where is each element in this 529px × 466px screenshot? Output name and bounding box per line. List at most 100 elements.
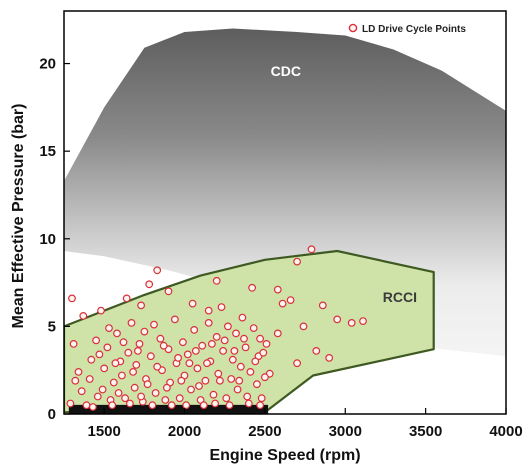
data-point <box>74 368 83 376</box>
data-point <box>178 338 187 347</box>
data-point <box>199 401 208 410</box>
data-point <box>146 352 155 361</box>
data-point <box>203 359 211 368</box>
data-point <box>156 334 165 343</box>
data-point <box>201 376 210 385</box>
data-point <box>109 378 118 387</box>
data-point <box>293 359 302 368</box>
data-point <box>359 317 367 326</box>
data-point <box>299 322 308 331</box>
data-point <box>262 340 271 348</box>
data-point <box>143 380 152 389</box>
data-point <box>148 401 157 410</box>
data-point <box>92 336 100 345</box>
x-tick-label: 2000 <box>168 423 201 440</box>
data-point <box>122 294 131 303</box>
data-point <box>175 394 184 403</box>
data-point <box>347 319 356 327</box>
x-axis-title: Engine Speed (rpm) <box>209 447 360 464</box>
data-point <box>69 340 78 348</box>
data-point <box>77 387 86 396</box>
data-point <box>133 347 142 355</box>
x-tick-label: 1500 <box>87 423 120 440</box>
regions-layer: CDC RCCI <box>64 28 506 414</box>
data-point <box>241 343 250 352</box>
dense-point-band <box>68 404 269 414</box>
data-point <box>244 399 253 408</box>
rcci-region-label: RCCI <box>383 289 417 305</box>
data-point <box>103 343 112 352</box>
data-point <box>114 389 123 397</box>
data-point <box>108 401 117 410</box>
data-point <box>68 294 76 303</box>
data-point <box>140 327 149 336</box>
data-point <box>219 347 228 355</box>
data-point <box>97 306 105 315</box>
data-point <box>217 303 226 312</box>
data-point <box>243 392 252 401</box>
data-point <box>204 306 213 315</box>
data-point <box>318 301 327 310</box>
data-point <box>100 364 109 373</box>
data-point <box>174 354 183 362</box>
data-point <box>177 376 186 385</box>
data-point <box>88 403 97 411</box>
data-point <box>223 322 232 331</box>
y-axis: 0 5 10 15 20 <box>39 56 70 423</box>
data-point <box>187 385 195 394</box>
data-point <box>212 333 221 341</box>
data-point <box>273 329 282 338</box>
data-point <box>188 299 197 308</box>
data-point <box>259 348 268 357</box>
x-tick-label: 3000 <box>329 423 362 440</box>
data-point <box>207 340 216 348</box>
legend: LD Drive Cycle Points <box>348 23 466 35</box>
x-tick-label: 3500 <box>409 423 442 440</box>
data-point <box>93 392 102 401</box>
data-point <box>121 394 129 403</box>
data-point <box>185 359 194 368</box>
data-point <box>113 329 121 338</box>
data-point <box>256 401 265 410</box>
data-point <box>85 375 94 383</box>
data-point <box>129 368 138 376</box>
data-point <box>183 350 192 359</box>
data-point <box>225 401 234 410</box>
data-point <box>238 313 247 322</box>
data-point <box>235 376 244 385</box>
data-point <box>236 362 245 371</box>
legend-marker <box>348 23 358 33</box>
data-point <box>66 399 75 408</box>
data-point <box>252 380 261 389</box>
data-point <box>111 359 120 368</box>
y-tick-label: 0 <box>48 406 56 423</box>
data-point <box>135 340 144 348</box>
data-point <box>151 389 160 397</box>
data-point <box>222 394 231 403</box>
data-point <box>79 312 88 320</box>
data-point <box>251 357 260 366</box>
data-point <box>137 392 146 401</box>
data-point <box>307 245 316 254</box>
plot-frame <box>63 10 507 415</box>
x-tick-label: 2500 <box>248 423 281 440</box>
data-point <box>127 319 136 327</box>
data-point <box>190 326 199 334</box>
data-point <box>249 324 258 333</box>
data-point <box>162 383 171 392</box>
data-point <box>95 350 104 359</box>
data-point <box>212 276 221 285</box>
data-point <box>153 362 162 371</box>
data-point <box>312 347 321 355</box>
data-point <box>248 283 257 292</box>
data-point <box>211 399 220 408</box>
data-point <box>167 401 176 410</box>
data-point <box>198 341 207 350</box>
data-point <box>170 315 179 324</box>
data-point <box>256 334 265 343</box>
data-point <box>246 368 255 376</box>
data-point <box>261 373 269 382</box>
x-tick-label: 4000 <box>489 423 522 440</box>
data-point <box>150 320 158 329</box>
